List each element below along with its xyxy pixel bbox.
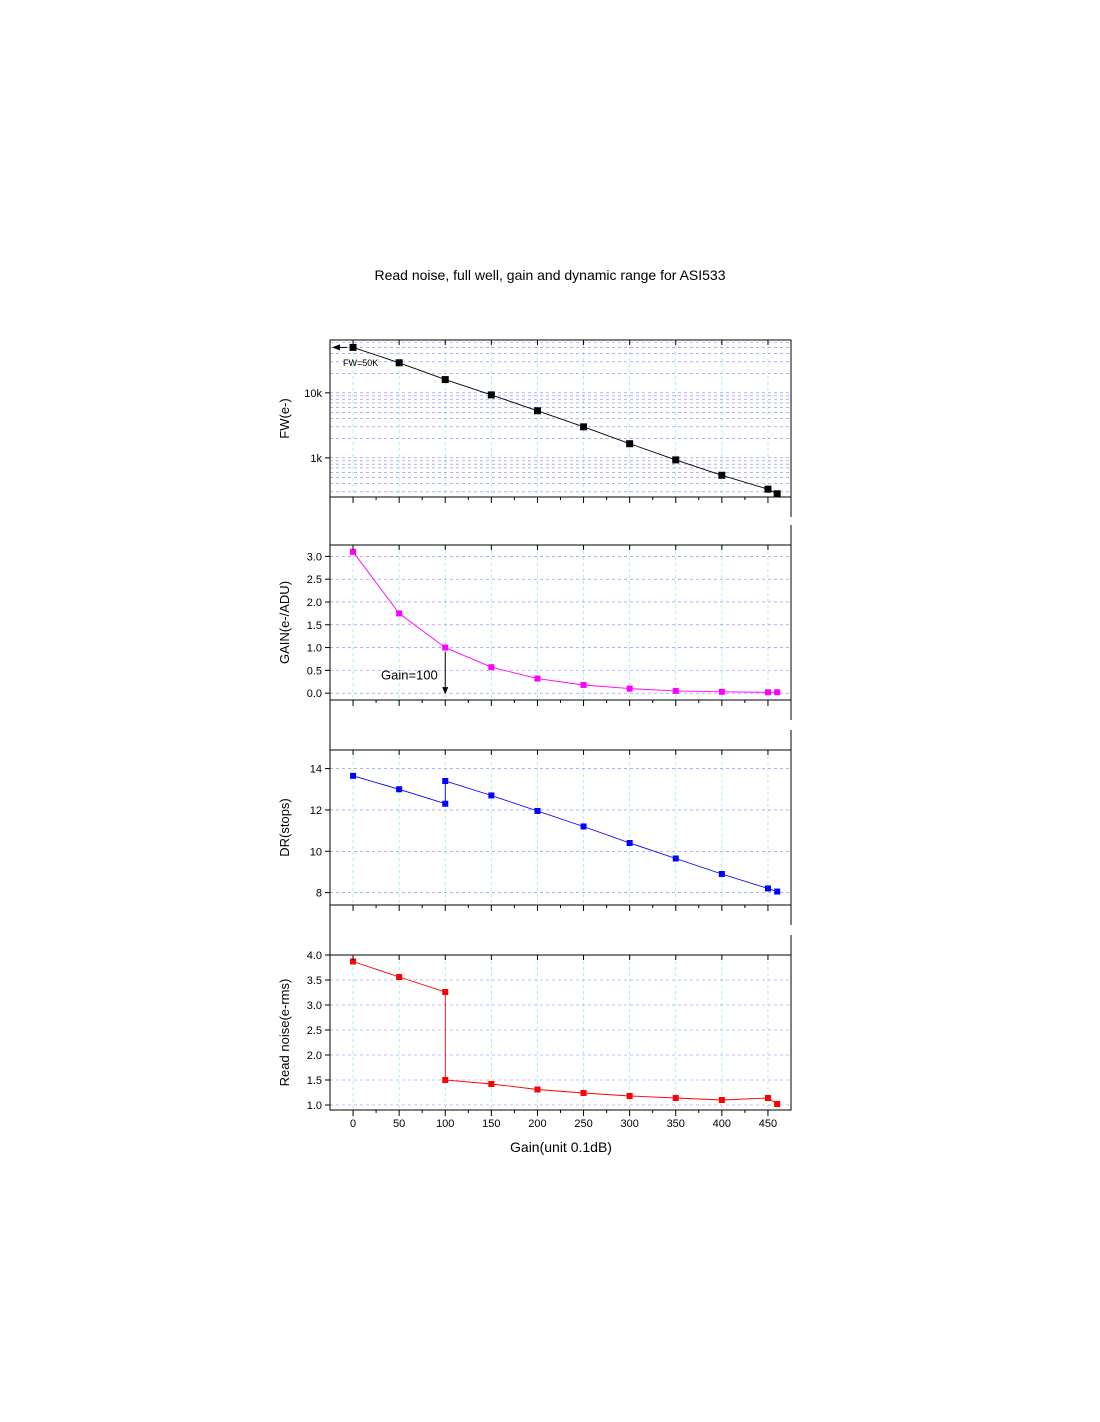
data-point	[626, 1093, 633, 1099]
data-point	[580, 681, 587, 688]
data-point	[533, 407, 541, 415]
y-tick-label: 3.5	[307, 975, 322, 987]
grid-layer	[330, 340, 791, 1110]
x-tick-label: 50	[393, 1118, 405, 1130]
y-axis-title: Read noise(e-rms)	[277, 979, 292, 1087]
y-tick-label: 10k	[304, 388, 322, 400]
y-axis-title: DR(stops)	[277, 798, 292, 857]
y-tick-label: 1k	[310, 453, 322, 465]
data-point	[672, 687, 679, 694]
y-axis-title: GAIN(e-/ADU)	[277, 581, 292, 664]
data-point	[350, 772, 357, 779]
x-tick-label: 450	[759, 1118, 777, 1130]
series-line	[352, 961, 778, 1105]
y-tick-label: 12	[310, 805, 322, 817]
y-tick-label: 1.0	[307, 1100, 322, 1112]
data-point	[774, 689, 781, 696]
x-tick-label: 300	[620, 1118, 638, 1130]
data-point	[350, 548, 357, 555]
data-point	[534, 807, 541, 814]
data-point	[487, 391, 495, 399]
data-point	[774, 1101, 781, 1107]
x-tick-label: 200	[528, 1118, 546, 1130]
annotation-arrowhead	[442, 687, 449, 695]
labels: 1k 10k FW(e-) FW=50K 0.0 0.5 1.0 1.5 2.0 2.5 3.0 GA…	[277, 344, 777, 1130]
data-point	[534, 1086, 541, 1093]
series-line	[352, 775, 778, 893]
data-point	[718, 1097, 725, 1103]
data-point	[764, 689, 771, 696]
y-tick-label: 3.0	[307, 1000, 322, 1012]
data-point	[774, 888, 781, 895]
x-tick-label: 150	[482, 1118, 500, 1130]
data-point	[349, 343, 357, 351]
data-point	[350, 958, 357, 965]
data-point	[442, 989, 449, 995]
data-point	[442, 1077, 449, 1083]
data-point	[488, 664, 495, 671]
data-point	[396, 974, 403, 980]
series-line	[352, 346, 778, 495]
annotation-label: FW=50K	[343, 358, 378, 368]
data-point	[488, 792, 495, 799]
y-tick-label: 2.0	[307, 597, 322, 609]
data-point	[718, 688, 725, 695]
data-point	[580, 823, 587, 830]
data-point	[672, 1095, 679, 1101]
data-point	[395, 359, 403, 367]
data-point	[626, 840, 633, 846]
plot-frame	[329, 749, 792, 906]
data-point	[396, 610, 403, 617]
data-point	[488, 1081, 495, 1087]
data-point	[626, 685, 633, 692]
data-point	[773, 490, 781, 498]
y-tick-label: 1.5	[307, 620, 322, 632]
y-tick-label: 1.5	[307, 1075, 322, 1087]
data-point	[718, 871, 725, 877]
series-markers	[349, 343, 781, 1107]
x-tick-label: 350	[667, 1118, 685, 1130]
y-tick-label: 14	[310, 764, 322, 776]
data-point	[672, 855, 679, 862]
data-point	[626, 440, 634, 448]
x-tick-label: 250	[574, 1118, 592, 1130]
data-point	[580, 423, 588, 431]
data-point	[442, 800, 449, 807]
data-point	[396, 786, 403, 793]
data-point	[580, 1090, 587, 1096]
annotation-label: Gain=100	[381, 667, 438, 682]
y-tick-label: 3.0	[307, 551, 322, 563]
figure-title: Read noise, full well, gain and dynamic …	[374, 267, 726, 283]
y-tick-label: 10	[310, 846, 322, 858]
y-tick-label: 2.5	[307, 1025, 322, 1037]
y-tick-label: 0.0	[307, 688, 322, 700]
data-point	[764, 1095, 771, 1101]
y-tick-label: 8	[316, 888, 322, 900]
y-tick-label: 1.0	[307, 643, 322, 655]
x-tick-label: 100	[436, 1118, 454, 1130]
data-point	[672, 456, 680, 464]
axes	[325, 339, 792, 1116]
data-point	[718, 471, 726, 479]
x-tick-label: 400	[713, 1118, 731, 1130]
y-tick-label: 2.5	[307, 574, 322, 586]
data-point	[442, 778, 449, 784]
y-axis-title: FW(e-)	[277, 398, 292, 438]
x-axis-title: Gain(unit 0.1dB)	[510, 1139, 612, 1155]
annotation-arrowhead	[332, 344, 340, 351]
y-tick-label: 4.0	[307, 950, 322, 962]
data-point	[764, 485, 772, 493]
data-point	[534, 675, 541, 682]
x-tick-label: 0	[350, 1118, 356, 1130]
data-point	[441, 376, 449, 384]
data-point	[764, 885, 771, 892]
data-point	[442, 644, 449, 651]
y-tick-label: 2.0	[307, 1050, 322, 1062]
y-tick-label: 0.5	[307, 665, 322, 677]
